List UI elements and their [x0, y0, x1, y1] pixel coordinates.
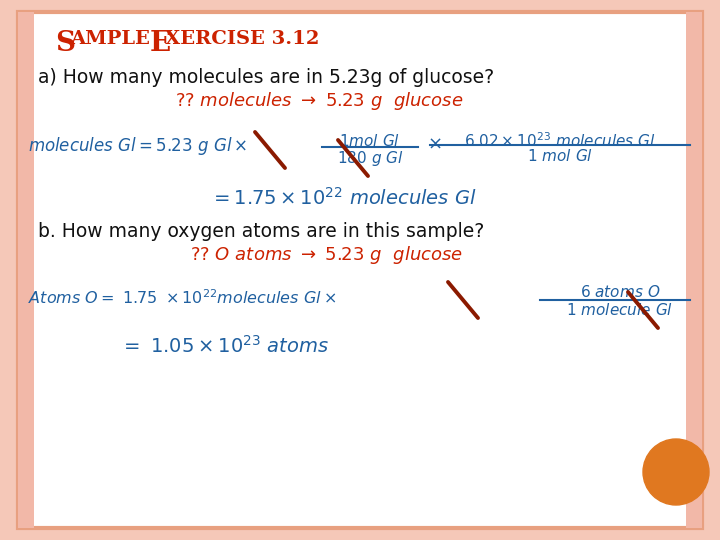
Text: $\mathit{molecules\ Gl = 5.23\ g\ Gl \times}$: $\mathit{molecules\ Gl = 5.23\ g\ Gl \ti…	[28, 135, 248, 157]
Text: a) How many molecules are in 5.23g of glucose?: a) How many molecules are in 5.23g of gl…	[38, 68, 494, 87]
Text: $\mathit{1\ molecule\ Gl}$: $\mathit{1\ molecule\ Gl}$	[567, 302, 673, 318]
Text: S: S	[55, 30, 75, 57]
Text: $\mathit{= 1.75 \times 10^{22}\ molecules\ Gl}$: $\mathit{= 1.75 \times 10^{22}\ molecule…	[210, 187, 477, 209]
Text: $\mathit{6.02 \times 10^{23}\ molecules\ Gl}$: $\mathit{6.02 \times 10^{23}\ molecules\…	[464, 131, 656, 150]
Text: $\mathbf{\mathit{?? \ O \ atoms \ \rightarrow \ 5.23 \ g \ \ glucose}}$: $\mathbf{\mathit{?? \ O \ atoms \ \right…	[190, 244, 463, 266]
FancyBboxPatch shape	[18, 12, 34, 528]
Text: AMPLE: AMPLE	[70, 30, 150, 48]
FancyBboxPatch shape	[686, 12, 702, 528]
Text: $\mathit{6\ atoms\ O}$: $\mathit{6\ atoms\ O}$	[580, 284, 660, 300]
Text: $\mathit{180\ g\ Gl}$: $\mathit{180\ g\ Gl}$	[337, 149, 403, 168]
Circle shape	[643, 439, 709, 505]
Text: $\times$: $\times$	[427, 135, 441, 153]
Text: $\mathit{1\ mol\ Gl}$: $\mathit{1\ mol\ Gl}$	[527, 148, 593, 164]
Text: b. How many oxygen atoms are in this sample?: b. How many oxygen atoms are in this sam…	[38, 222, 485, 241]
Text: E: E	[150, 30, 171, 57]
Text: $\mathit{Atoms\ O = \ 1.75 \ \times 10^{22} molecules\ Gl \times}$: $\mathit{Atoms\ O = \ 1.75 \ \times 10^{…	[28, 288, 336, 307]
Text: $\mathit{1mol\ Gl}$: $\mathit{1mol\ Gl}$	[339, 133, 400, 149]
Text: $\mathit{= \ 1.05 \times 10^{23}\ atoms}$: $\mathit{= \ 1.05 \times 10^{23}\ atoms}…	[120, 335, 329, 357]
Text: XERCISE 3.12: XERCISE 3.12	[165, 30, 320, 48]
FancyBboxPatch shape	[18, 12, 702, 528]
Text: $\mathbf{\mathit{?? \ molecules \ \rightarrow \ 5.23 \ g \ \ glucose}}$: $\mathbf{\mathit{?? \ molecules \ \right…	[175, 90, 464, 112]
